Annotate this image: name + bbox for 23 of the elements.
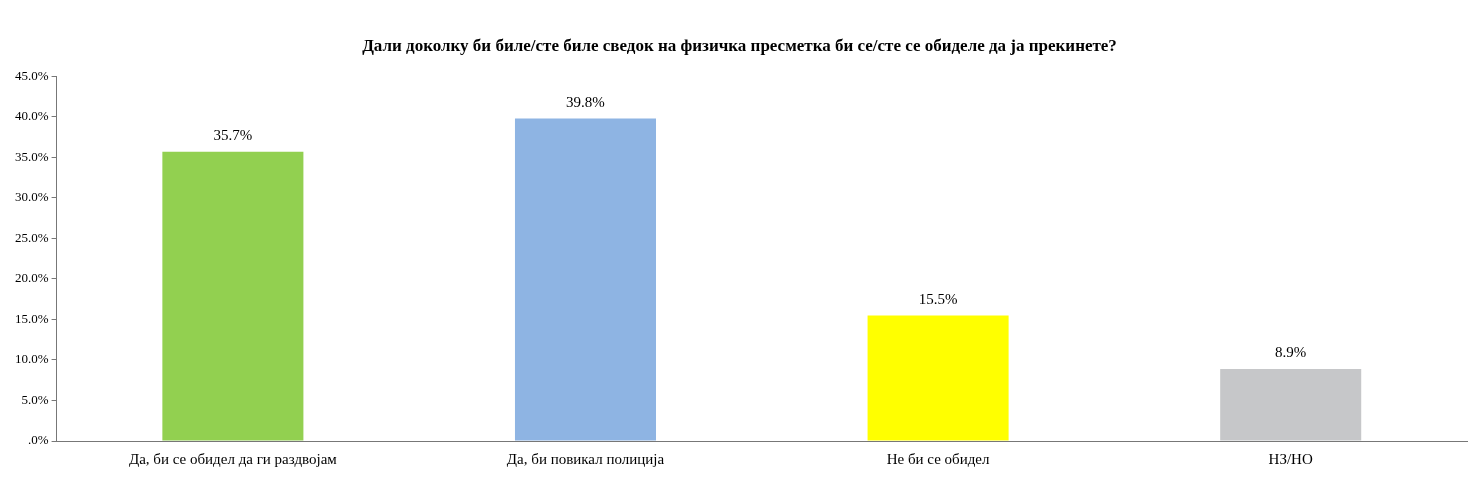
data-label: 15.5% (918, 290, 958, 307)
y-tick-label: 20.0% (14, 270, 49, 286)
x-tick-label: НЗ/НО (1268, 450, 1313, 467)
data-label: 8.9% (1275, 344, 1307, 361)
y-tick-label: 40.0% (14, 108, 49, 124)
x-tick-label: Да, би повикал полиција (506, 450, 665, 467)
y-tick-label: .0% (27, 432, 49, 448)
y-tick-label: 10.0% (14, 351, 49, 367)
chart-title: Дали доколку би биле/сте биле сведок на физичка пресметка би се/сте се обиделе да ја прекинете? (362, 35, 1117, 55)
x-tick-label: Не би се обидел (886, 450, 991, 467)
data-label: 39.8% (566, 93, 605, 110)
bar (514, 118, 657, 441)
bar (1220, 368, 1362, 441)
x-tick-label: Да, би се обидел да ги раздвојам (128, 450, 338, 467)
bar (867, 315, 1009, 441)
y-tick-label: 45.0% (14, 67, 49, 83)
bar (162, 151, 304, 441)
y-tick-label: 15.0% (14, 310, 49, 326)
y-tick-label: 35.0% (14, 148, 49, 164)
data-label: 35.7% (213, 127, 253, 144)
y-tick-label: 25.0% (14, 229, 49, 245)
y-tick-label: 5.0% (21, 391, 49, 407)
y-tick-label: 30.0% (14, 189, 49, 205)
